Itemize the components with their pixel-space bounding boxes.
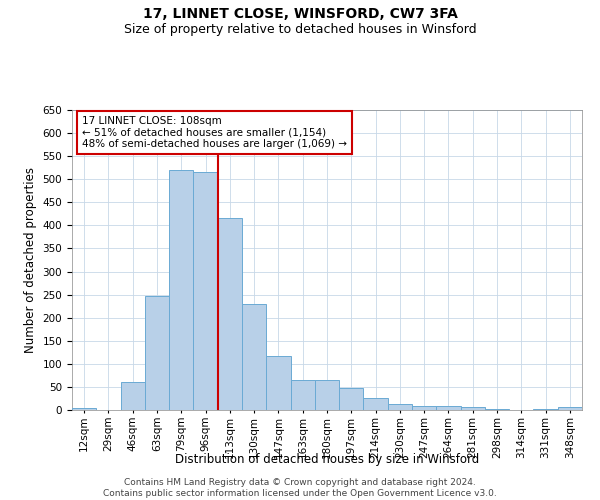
Bar xyxy=(218,218,242,410)
Bar xyxy=(558,407,582,410)
Text: 17, LINNET CLOSE, WINSFORD, CW7 3FA: 17, LINNET CLOSE, WINSFORD, CW7 3FA xyxy=(143,8,457,22)
Bar xyxy=(145,296,169,410)
Bar xyxy=(242,304,266,410)
Text: 17 LINNET CLOSE: 108sqm
← 51% of detached houses are smaller (1,154)
48% of semi: 17 LINNET CLOSE: 108sqm ← 51% of detache… xyxy=(82,116,347,149)
Bar xyxy=(485,409,509,410)
Bar xyxy=(121,382,145,410)
Text: Distribution of detached houses by size in Winsford: Distribution of detached houses by size … xyxy=(175,452,479,466)
Bar xyxy=(266,356,290,410)
Bar xyxy=(436,406,461,410)
Y-axis label: Number of detached properties: Number of detached properties xyxy=(24,167,37,353)
Bar xyxy=(533,409,558,410)
Bar xyxy=(72,408,96,410)
Bar xyxy=(412,406,436,410)
Text: Contains HM Land Registry data © Crown copyright and database right 2024.
Contai: Contains HM Land Registry data © Crown c… xyxy=(103,478,497,498)
Bar xyxy=(193,172,218,410)
Bar xyxy=(364,398,388,410)
Text: Size of property relative to detached houses in Winsford: Size of property relative to detached ho… xyxy=(124,22,476,36)
Bar xyxy=(461,407,485,410)
Bar xyxy=(388,404,412,410)
Bar xyxy=(315,380,339,410)
Bar xyxy=(290,380,315,410)
Bar xyxy=(169,170,193,410)
Bar xyxy=(339,388,364,410)
